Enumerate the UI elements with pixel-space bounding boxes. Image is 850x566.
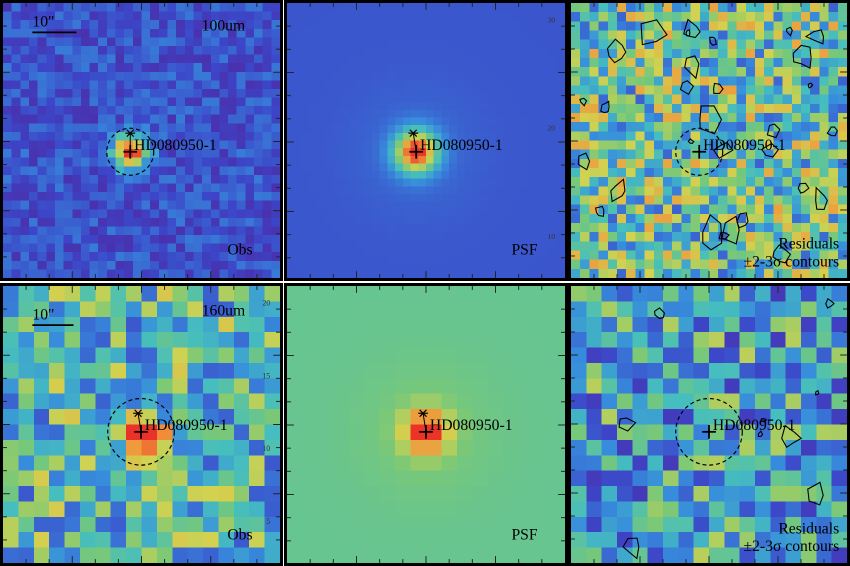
corner-label: PSF (511, 242, 537, 259)
axis-ticks (571, 3, 847, 278)
panel-obs-160: HD080950-1 160um 10" Obs 20 15 10 5 (0, 283, 283, 566)
source-label: HD080950-1 (145, 417, 228, 434)
axis-ticks (287, 286, 565, 563)
source-cross-icon (409, 144, 424, 159)
source-label: HD080950-1 (703, 137, 786, 154)
aperture-circle (675, 397, 743, 466)
corner-label: Obs (227, 242, 252, 259)
source-cross-icon (123, 144, 138, 159)
intensity-map (571, 3, 847, 278)
intensity-map (3, 286, 280, 563)
aperture-circle (107, 397, 175, 466)
intensity-map (287, 3, 565, 278)
star-marker-icon (408, 129, 419, 138)
panel-obs-100: HD080950-1 100um 10" Obs (0, 0, 283, 281)
overlay: HD080950-1 Residuals±2-3σ contours (571, 286, 847, 563)
overlay: HD080950-1 160um 10" Obs 20 15 10 5 (3, 286, 280, 563)
corner-label: Residuals (778, 236, 839, 253)
axis-ticks (3, 3, 280, 278)
source-label: HD080950-1 (430, 417, 513, 434)
source-cross-icon (419, 424, 433, 439)
tick-label: 20 (547, 124, 555, 133)
source-label: HD080950-1 (420, 137, 503, 154)
panel-psf-100: HD080950-1 PSF 30 20 10 (284, 0, 568, 281)
star-marker-icon (133, 409, 143, 418)
overlay: HD080950-1 Residuals±2-3σ contours (571, 3, 847, 278)
scale-bar-label: 10" (32, 13, 54, 30)
residual-contours (618, 298, 835, 560)
corner-label: PSF (511, 527, 537, 544)
corner-label: Obs (227, 527, 252, 544)
tick-label: 10 (262, 444, 270, 453)
tick-label: 5 (266, 517, 270, 526)
source-cross-icon (692, 144, 707, 159)
tick-label: 15 (262, 371, 270, 380)
source-label: HD080950-1 (713, 417, 796, 434)
axis-ticks (571, 286, 847, 563)
panel-psf-160: HD080950-1 PSF (284, 283, 568, 566)
panel-res-160: HD080950-1 Residuals ±2-3σ contours (568, 283, 850, 566)
band-label: 160um (202, 302, 246, 319)
overlay: HD080950-1 PSF (287, 286, 565, 563)
scale-bar-label: 10" (32, 306, 54, 323)
intensity-map (3, 3, 280, 278)
residual-contours (577, 18, 838, 264)
aperture-circle (106, 127, 155, 176)
axis-ticks (287, 3, 565, 278)
intensity-map (571, 286, 847, 563)
star-marker-icon (418, 409, 428, 418)
axis-ticks (3, 286, 280, 563)
source-label: HD080950-1 (134, 137, 217, 154)
source-cross-icon (134, 424, 148, 439)
tick-label: 10 (547, 232, 555, 241)
overlay: HD080950-1 PSF 30 20 10 (287, 3, 565, 278)
corner-label-2: ±2-3σ contours (744, 538, 840, 555)
star-marker-icon (125, 129, 136, 138)
panel-res-100: HD080950-1 Residuals ±2-3σ contours (568, 0, 850, 281)
corner-label: Residuals (778, 521, 839, 538)
source-cross-icon (702, 424, 716, 439)
aperture-circle (675, 127, 724, 176)
tick-label: 30 (547, 16, 555, 25)
corner-label-2: ±2-3σ contours (744, 253, 840, 270)
overlay: HD080950-1 100um 10" Obs (3, 3, 280, 278)
tick-label: 20 (262, 299, 270, 308)
intensity-map (287, 286, 565, 563)
band-label: 100um (202, 17, 245, 34)
